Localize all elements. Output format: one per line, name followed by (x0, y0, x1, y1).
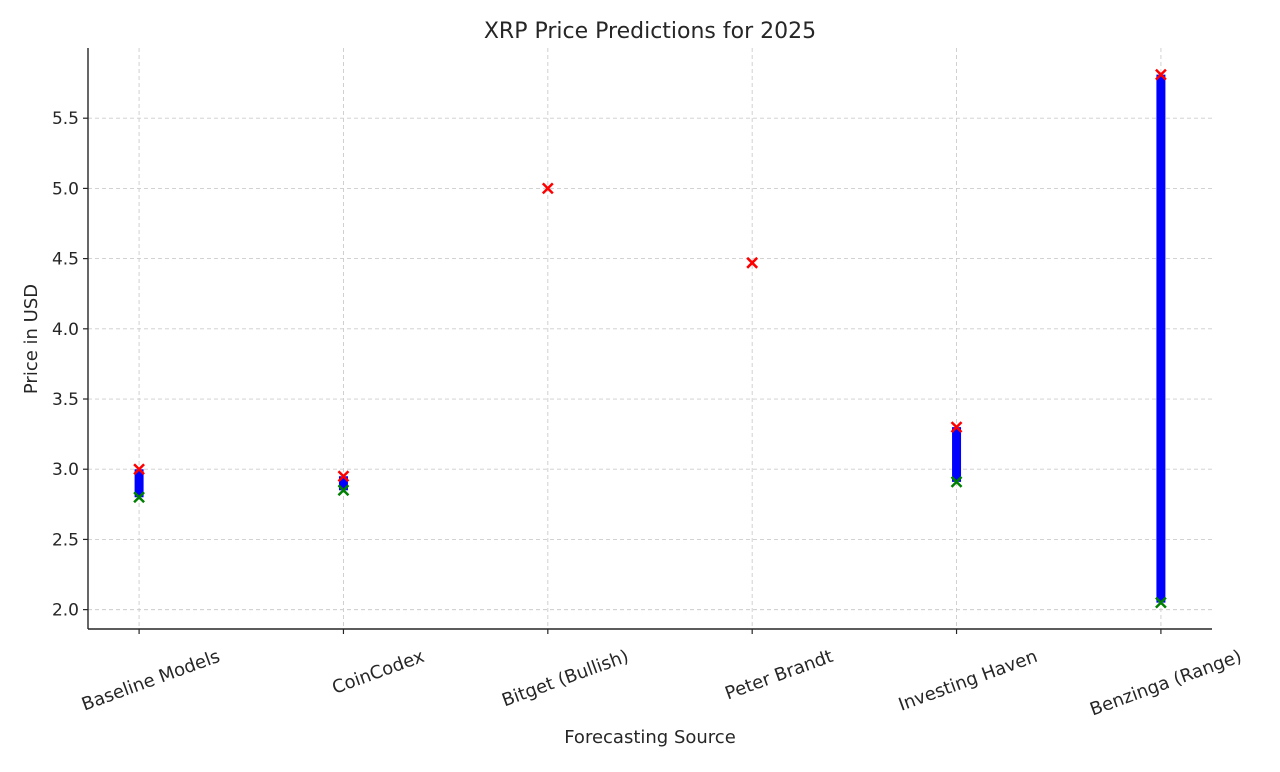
low-marker (950, 475, 963, 488)
y-tick-label: 5.0 (52, 179, 79, 199)
high-marker (337, 470, 350, 483)
high-marker (1155, 68, 1167, 81)
low-marker (1155, 596, 1167, 609)
y-tick-label: 3.0 (52, 460, 79, 480)
x-tick-label: Benzinga (Range) (1087, 646, 1245, 720)
low-marker (337, 484, 350, 497)
y-tick-label: 5.5 (52, 109, 79, 129)
x-tick-label: Baseline Models (79, 646, 223, 715)
y-tick-label: 4.0 (52, 320, 79, 340)
high-marker (746, 256, 759, 269)
high-marker (133, 463, 145, 476)
axes: 2.0 2.5 3.0 3.5 4.0 4.5 5.0 5.5 Baseline Models C… (52, 48, 1245, 720)
y-tick-label: 2.5 (52, 530, 79, 550)
y-tick-label: 3.5 (52, 390, 79, 410)
x-tick-label: CoinCodex (329, 646, 427, 699)
y-tick-label: 2.0 (52, 601, 79, 621)
high-marker (950, 421, 963, 433)
low-marker (133, 491, 145, 504)
high-marker (541, 182, 554, 195)
grid (88, 48, 1212, 629)
x-tick-label: Investing Haven (896, 646, 1041, 716)
y-axis-label: Price in USD (21, 284, 42, 394)
x-tick-label: Bitget (Bullish) (499, 646, 631, 711)
chart-title: XRP Price Predictions for 2025 (484, 19, 816, 44)
data-marks (133, 68, 1167, 609)
x-tick-label: Peter Brandt (722, 646, 836, 704)
y-tick-label: 4.5 (52, 250, 79, 270)
x-axis-label: Forecasting Source (564, 727, 736, 748)
